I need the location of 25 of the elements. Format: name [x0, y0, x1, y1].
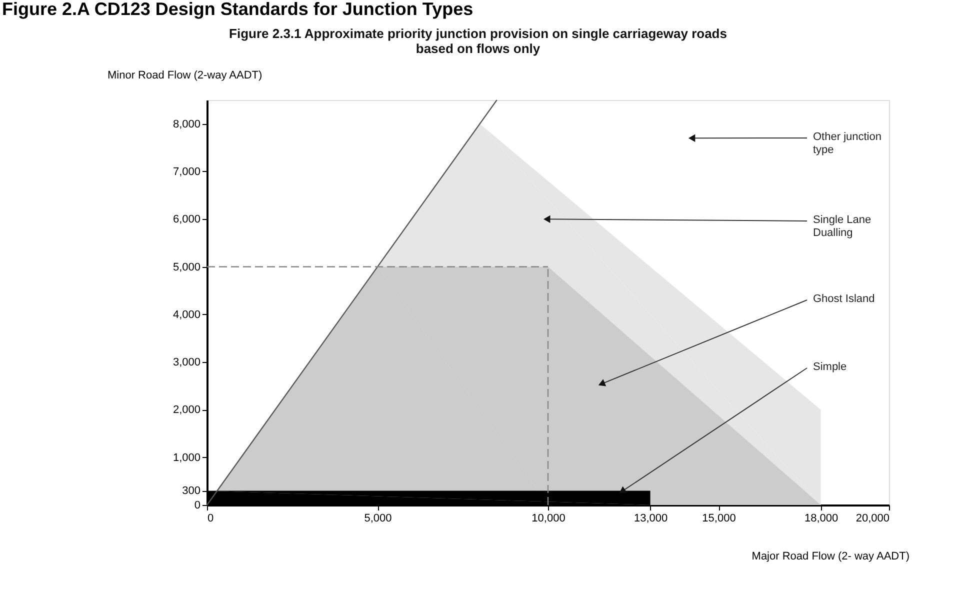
y-axis-title: Minor Road Flow (2-way AADT): [108, 70, 262, 82]
x-tick-label: 20,000: [856, 512, 890, 524]
annotation: Simple: [813, 361, 847, 373]
x-tick-label: 18,000: [804, 512, 838, 524]
x-tick-label: 13,000: [634, 512, 668, 524]
x-tick-label: 15,000: [702, 512, 736, 524]
chart-title: Figure 2.A CD123 Design Standards for Junction Types: [2, 0, 474, 19]
x-axis-title: Major Road Flow (2- way AADT): [752, 550, 910, 562]
y-tick-label: 6,000: [172, 214, 200, 226]
y-tick-label: 300: [182, 485, 200, 498]
y-tick-label: 3,000: [172, 356, 200, 369]
x-tick-label: 10,000: [532, 512, 566, 524]
y-tick-label: 0: [194, 500, 200, 512]
y-tick-label: 8,000: [172, 118, 200, 130]
annotation: Single Lane Dualling: [813, 214, 872, 239]
chart-subtitle: Figure 2.3.1 Approximate priority junction provision on single carriageway roads based on flows only: [229, 26, 727, 56]
annotation: Other junction type: [813, 131, 882, 156]
x-tick-label: 5,000: [364, 512, 392, 524]
x-tick-label: 0: [208, 512, 214, 524]
y-tick-label: 2,000: [172, 404, 200, 416]
y-tick-label: 7,000: [172, 166, 200, 178]
annotation: Ghost Island: [813, 293, 875, 305]
y-tick-label: 5,000: [172, 261, 200, 274]
y-tick-label: 1,000: [172, 452, 200, 464]
y-tick-label: 4,000: [172, 308, 200, 321]
